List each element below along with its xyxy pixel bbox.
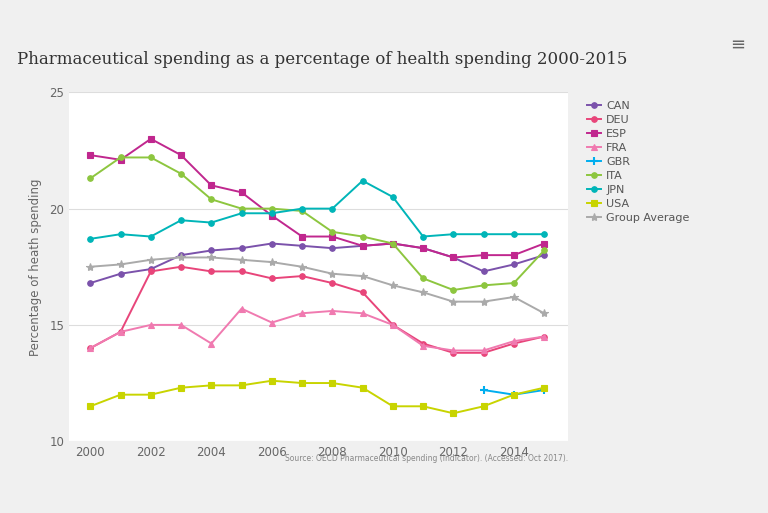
Text: Source: OECD Pharmaceutical spending (indicator). (Accessed: Oct 2017).: Source: OECD Pharmaceutical spending (in… bbox=[285, 454, 568, 463]
Text: Pharmaceutical spending as a percentage of health spending 2000-2015: Pharmaceutical spending as a percentage … bbox=[18, 51, 627, 68]
Legend: CAN, DEU, ESP, FRA, GBR, ITA, JPN, USA, Group Average: CAN, DEU, ESP, FRA, GBR, ITA, JPN, USA, … bbox=[584, 98, 693, 227]
Y-axis label: Percentage of heath spending: Percentage of heath spending bbox=[29, 178, 42, 356]
Text: ≡: ≡ bbox=[730, 36, 745, 54]
